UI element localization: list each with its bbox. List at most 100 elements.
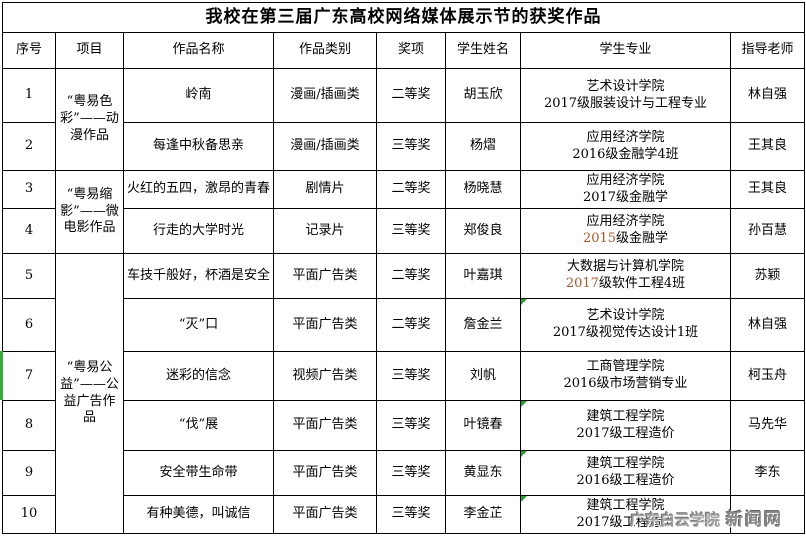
table-row: 7 迷彩的信念 视频广告类 三等奖 刘帆 工商管理学院 2016级市场营销专业 柯玉舟 — [2, 351, 805, 401]
cell-award: 三等奖 — [376, 495, 446, 534]
cell-major: 艺术设计学院 2017级视觉传达设计1班 — [520, 298, 731, 352]
cell-teacher: 林自强 — [730, 298, 805, 352]
cell-category: 视频广告类 — [273, 351, 377, 401]
cell-student: 詹金兰 — [445, 298, 521, 352]
year-text: 2017 — [565, 276, 599, 291]
cell-num: 1 — [2, 68, 56, 123]
cell-award: 二等奖 — [376, 170, 446, 209]
cell-major: 建筑工程学院 2016级工程造价 — [520, 450, 731, 496]
cell-category: 平面广告类 — [273, 400, 377, 451]
cell-num: 7 — [2, 351, 56, 401]
column-header-6: 学生专业 — [520, 32, 731, 69]
cell-category: 平面广告类 — [273, 495, 377, 534]
cell-award: 二等奖 — [376, 253, 446, 299]
cell-award: 二等奖 — [376, 68, 446, 123]
cell-title: 火红的五四，激昂的青春 — [123, 170, 274, 209]
table-row: 5 “粤易公益”——公益广告作品 车技千般好，杯酒是安全 平面广告类 二等奖 叶嘉琪 大数据… — [2, 253, 805, 534]
cell-category: 平面广告类 — [273, 450, 377, 496]
table-row: 9 安全带生命带 平面广告类 三等奖 黄显东 建筑工程学院 2016级工程造价 李东 — [2, 450, 805, 496]
cell-category: 平面广告类 — [273, 253, 377, 299]
column-header-1: 项目 — [55, 32, 124, 69]
column-header-3: 作品类别 — [273, 32, 377, 69]
green-corner-marker-icon — [521, 451, 527, 457]
cell-major: 建筑工程学院 2017级工程造价 — [520, 495, 731, 534]
cell-num: 2 — [2, 122, 56, 171]
cell-teacher: 王其良 — [730, 122, 805, 171]
column-header-2: 作品名称 — [123, 32, 274, 69]
cell-award: 三等奖 — [376, 351, 446, 401]
table-row: 4 行走的大学时光 记录片 三等奖 郑俊良 应用经济学院 2015级金融学 孙百慧 — [2, 208, 805, 254]
column-header-4: 奖项 — [376, 32, 446, 69]
cell-student: 刘帆 — [445, 351, 521, 401]
cell-major: 建筑工程学院 2017级工程造价 — [520, 400, 731, 451]
cell-title: 安全带生命带 — [123, 450, 274, 496]
cell-title: 每逢中秋备思亲 — [123, 122, 274, 171]
cell-project: “粤易公益”——公益广告作品 — [55, 253, 124, 534]
cell-teacher — [730, 495, 805, 534]
cell-student: 郑俊良 — [445, 208, 521, 254]
cell-num: 4 — [2, 208, 56, 254]
cell-category: 漫画/插画类 — [273, 122, 377, 171]
cell-teacher: 林自强 — [730, 68, 805, 123]
cell-student: 杨晓慧 — [445, 170, 521, 209]
cell-award: 三等奖 — [376, 450, 446, 496]
cell-title: 行走的大学时光 — [123, 208, 274, 254]
cell-project: “粤易色彩”——动漫作品 — [55, 68, 124, 171]
cell-student: 叶镜春 — [445, 400, 521, 451]
green-corner-marker-icon — [521, 299, 527, 305]
cell-teacher: 李东 — [730, 450, 805, 496]
cell-teacher: 孙百慧 — [730, 208, 805, 254]
cell-num: 5 — [2, 253, 56, 299]
cell-teacher: 柯玉舟 — [730, 351, 805, 401]
cell-award: 二等奖 — [376, 298, 446, 352]
cell-award: 三等奖 — [376, 122, 446, 171]
cell-major: 工商管理学院 2016级市场营销专业 — [520, 351, 731, 401]
table-row: 8 “伐”展 平面广告类 三等奖 叶镜春 建筑工程学院 2017级工程造价 马先华 — [2, 400, 805, 451]
column-header-5: 学生姓名 — [445, 32, 521, 69]
cell-title: 岭南 — [123, 68, 274, 123]
cell-project: “粤易缩影”——微电影作品 — [55, 170, 124, 254]
cell-student: 李金芷 — [445, 495, 521, 534]
cell-teacher: 马先华 — [730, 400, 805, 451]
table-row: 3 “粤易缩影”——微电影作品 火红的五四，激昂的青春 剧情片 二等奖 杨晓慧 应用经济学院… — [2, 170, 805, 254]
cell-student: 杨熠 — [445, 122, 521, 171]
cell-category: 剧情片 — [273, 170, 377, 209]
table-row: 6 “灭”口 平面广告类 二等奖 詹金兰 艺术设计学院 2017级视觉传达设计1班 林自强 — [2, 298, 805, 352]
table-row: 2 每逢中秋备思亲 漫画/插画类 三等奖 杨熠 应用经济学院 2016级金融学4班 王其良 — [2, 122, 805, 171]
page-title: 我校在第三届广东高校网络媒体展示节的获奖作品 — [2, 2, 805, 33]
cell-major: 应用经济学院 2017级金融学 — [520, 170, 731, 209]
cell-title: 车技千般好，杯酒是安全 — [123, 253, 274, 299]
green-corner-marker-icon — [521, 496, 527, 502]
cell-major: 大数据与计算机学院 2017级软件工程4班 — [520, 253, 731, 299]
cell-num: 10 — [2, 495, 56, 534]
cell-num: 6 — [2, 298, 56, 352]
cell-num: 3 — [2, 170, 56, 209]
cell-category: 平面广告类 — [273, 298, 377, 352]
cell-num: 8 — [2, 400, 56, 451]
year-text: 2015 — [582, 231, 617, 246]
column-header-0: 序号 — [2, 32, 56, 69]
header-row: 序号 项目 作品名称 作品类别 奖项 学生姓名 学生专业 指导老师 — [2, 32, 805, 69]
cell-num: 9 — [2, 450, 56, 496]
cell-award: 三等奖 — [376, 208, 446, 254]
cell-teacher: 王其良 — [730, 170, 805, 209]
cell-category: 漫画/插画类 — [273, 68, 377, 123]
title-row: 我校在第三届广东高校网络媒体展示节的获奖作品 — [2, 2, 805, 33]
cell-title: 有种美德，叫诚信 — [123, 495, 274, 534]
cell-student: 胡玉欣 — [445, 68, 521, 123]
cell-title: “伐”展 — [123, 400, 274, 451]
green-corner-marker-icon — [521, 401, 527, 407]
cell-title: “灭”口 — [123, 298, 274, 352]
cell-student: 黄显东 — [445, 450, 521, 496]
cell-major: 应用经济学院 2015级金融学 — [520, 208, 731, 254]
cell-major: 应用经济学院 2016级金融学4班 — [520, 122, 731, 171]
row7-left-green-mark — [0, 351, 3, 400]
cell-major: 艺术设计学院 2017级服装设计与工程专业 — [520, 68, 731, 123]
column-header-7: 指导老师 — [730, 32, 805, 69]
table-row: 10 有种美德，叫诚信 平面广告类 三等奖 李金芷 建筑工程学院 2017级工程造价 — [2, 495, 805, 534]
cell-award: 三等奖 — [376, 400, 446, 451]
cell-teacher: 苏颖 — [730, 253, 805, 299]
cell-category: 记录片 — [273, 208, 377, 254]
